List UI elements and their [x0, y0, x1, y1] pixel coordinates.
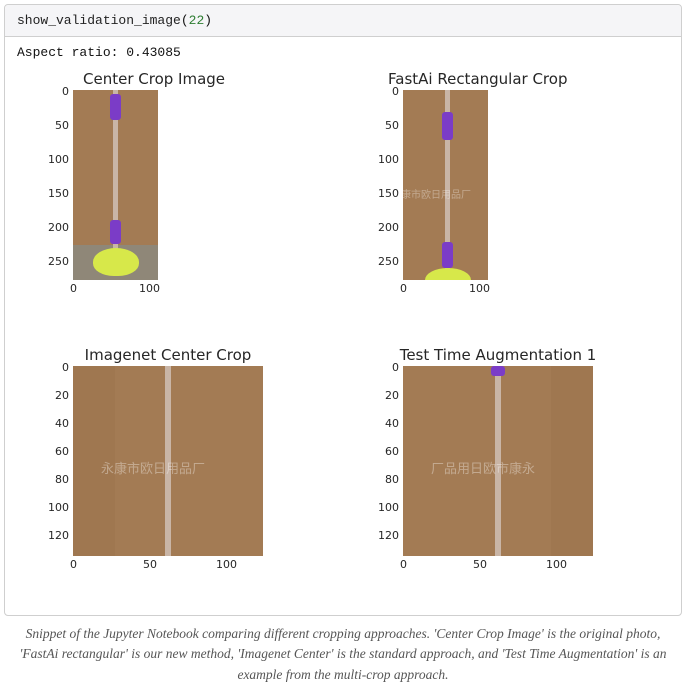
plot-area: Center Crop Image 0 50 100 150 200 250 0… [13, 64, 673, 609]
xtick: 100 [139, 282, 160, 295]
ytick: 20 [385, 389, 399, 402]
subplot-title: FastAi Rectangular Crop [388, 70, 558, 88]
plot-panel: 0 50 100 150 200 250 0 100 [73, 90, 303, 280]
plot-panel: 0 20 40 60 80 100 120 0 50 100 厂品用日欧市康永 [403, 366, 633, 556]
xtick: 100 [469, 282, 490, 295]
ytick: 0 [392, 85, 399, 98]
ytick: 40 [55, 417, 69, 430]
xtick: 0 [70, 558, 77, 571]
image-mop-shifted: 永康市欧日用品厂 [403, 90, 488, 280]
notebook-frame: show_validation_image(22) Aspect ratio: … [4, 4, 682, 616]
ytick: 80 [385, 473, 399, 486]
ytick: 40 [385, 417, 399, 430]
ytick: 0 [62, 85, 69, 98]
xtick: 50 [143, 558, 157, 571]
subplot-title: Imagenet Center Crop [73, 346, 263, 364]
ytick: 20 [55, 389, 69, 402]
subplot-tta: Test Time Augmentation 1 0 20 40 60 80 1… [403, 346, 686, 556]
ytick: 150 [48, 187, 69, 200]
ytick: 100 [378, 501, 399, 514]
xtick: 100 [546, 558, 567, 571]
ytick: 200 [48, 221, 69, 234]
ytick: 150 [378, 187, 399, 200]
xtick: 100 [216, 558, 237, 571]
ytick: 100 [378, 153, 399, 166]
xtick: 0 [400, 558, 407, 571]
image-handle-center: 永康市欧日用品厂 [73, 366, 263, 556]
subplot-fastai-crop: FastAi Rectangular Crop 0 50 100 150 200… [403, 70, 673, 280]
code-fn-name: show_validation_image [17, 13, 181, 28]
ytick: 60 [55, 445, 69, 458]
xtick: 0 [400, 282, 407, 295]
ytick: 250 [378, 255, 399, 268]
code-cell: show_validation_image(22) [5, 5, 681, 37]
image-handle-flipped: 厂品用日欧市康永 [403, 366, 593, 556]
subplot-title: Center Crop Image [83, 70, 213, 88]
figure-caption: Snippet of the Jupyter Notebook comparin… [13, 624, 673, 685]
ytick: 80 [55, 473, 69, 486]
ytick: 60 [385, 445, 399, 458]
ytick: 50 [385, 119, 399, 132]
plot-panel: 0 20 40 60 80 100 120 0 50 100 永康市欧日用品厂 [73, 366, 303, 556]
ytick: 120 [48, 529, 69, 542]
ytick: 200 [378, 221, 399, 234]
ytick: 250 [48, 255, 69, 268]
ytick: 120 [378, 529, 399, 542]
code-arg: 22 [189, 13, 205, 28]
ytick: 0 [392, 361, 399, 374]
subplot-center-crop: Center Crop Image 0 50 100 150 200 250 0… [73, 70, 343, 280]
plot-panel: 0 50 100 150 200 250 0 100 永康市欧日用品厂 [403, 90, 633, 280]
watermark: 永康市欧日用品厂 [403, 186, 471, 201]
ytick: 100 [48, 153, 69, 166]
xtick: 0 [70, 282, 77, 295]
image-mop-full [73, 90, 158, 280]
output-text: Aspect ratio: 0.43085 [5, 37, 681, 60]
ytick: 100 [48, 501, 69, 514]
subplot-title: Test Time Augmentation 1 [393, 346, 603, 364]
ytick: 50 [55, 119, 69, 132]
ytick: 0 [62, 361, 69, 374]
subplot-imagenet-crop: Imagenet Center Crop 0 20 40 60 80 100 1… [73, 346, 343, 556]
xtick: 50 [473, 558, 487, 571]
watermark: 永康市欧日用品厂 [101, 458, 205, 477]
watermark: 厂品用日欧市康永 [431, 458, 535, 477]
